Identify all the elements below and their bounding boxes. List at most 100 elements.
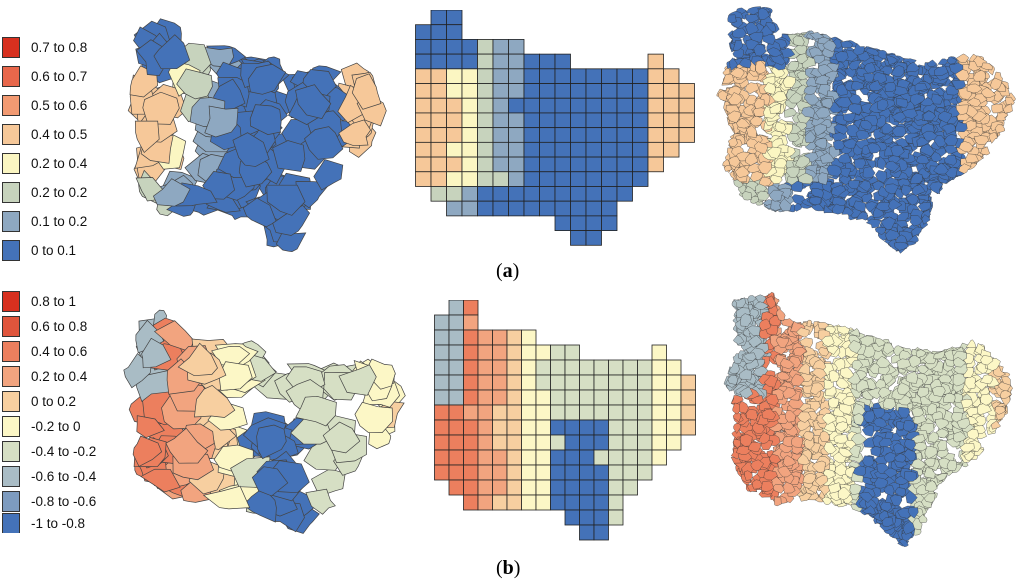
region-patch [980, 87, 997, 98]
region-patch [313, 159, 344, 191]
legend-item: 0.6 to 0.8 [0, 313, 87, 339]
grid-cell [463, 404, 479, 421]
grid-cell [608, 479, 624, 496]
grid-cell [632, 68, 649, 84]
grid-cell [430, 127, 447, 143]
grid-cell [593, 404, 609, 421]
region-patch [733, 297, 746, 308]
region-patch [833, 434, 848, 444]
region-patch [852, 42, 865, 56]
region-patch [953, 357, 967, 368]
legend-item: 0.6 to 0.7 [0, 63, 87, 89]
grid-cell [492, 112, 509, 129]
region-patch [750, 459, 764, 471]
map-a-communes [716, 6, 1016, 254]
region-patch [1001, 376, 1011, 386]
grid-cell [579, 449, 595, 466]
grid-cell [492, 156, 509, 173]
region-patch [796, 53, 808, 64]
grid-cell [461, 171, 478, 187]
grid-cell [521, 359, 537, 376]
region-patch [727, 110, 741, 124]
region-patch [753, 301, 769, 310]
grid-cell [461, 53, 478, 70]
region-patch [785, 166, 800, 178]
grid-cell [585, 68, 602, 84]
grid-cell [564, 509, 580, 526]
grid-cell [430, 112, 447, 129]
grid-cell [579, 494, 595, 511]
region-patch [862, 166, 876, 179]
region-patch [818, 346, 829, 357]
region-patch [856, 379, 869, 393]
grid-cell [554, 156, 571, 173]
region-patch [732, 40, 743, 51]
grid-cell [663, 127, 680, 143]
region-patch [889, 494, 903, 507]
grid-cell [570, 97, 587, 114]
region-patch [753, 44, 767, 57]
grid-cell [434, 359, 450, 376]
grid-cell [521, 449, 537, 466]
grid-cell [570, 171, 587, 187]
grid-cell [550, 359, 566, 376]
legend-label: 0.6 to 0.8 [31, 318, 88, 334]
grid-cell [608, 419, 624, 436]
grid-cell [585, 171, 602, 187]
region-patch [249, 104, 282, 135]
grid-cell [477, 200, 494, 217]
grid-cell [461, 141, 478, 158]
region-patch [141, 337, 172, 369]
grid-cell [632, 112, 649, 129]
grid-cell [477, 112, 494, 129]
grid-cell [680, 419, 696, 436]
grid-cell [539, 200, 556, 217]
region-patch [848, 328, 860, 337]
region-patch [806, 319, 812, 328]
grid-cell [539, 156, 556, 173]
region-patch [876, 355, 891, 368]
region-patch [966, 83, 983, 94]
region-patch [766, 146, 782, 159]
region-patch [338, 119, 372, 147]
grid-cell [523, 141, 540, 158]
grid-cell [446, 53, 463, 70]
grid-cell [579, 359, 595, 376]
grid-cell [523, 171, 540, 187]
grid-cell [608, 494, 624, 511]
grid-cell [434, 374, 450, 391]
grid-cell [608, 464, 624, 481]
grid-cell [535, 389, 551, 406]
region-patch [775, 308, 786, 322]
region-patch [724, 165, 732, 172]
region-patch [965, 153, 979, 164]
grid-cell [508, 200, 525, 217]
grid-cell [492, 419, 508, 436]
region-patch [823, 420, 837, 432]
grid-cell [608, 359, 624, 376]
grid-cell [448, 374, 464, 391]
grid-cell [446, 39, 463, 55]
grid-cell [508, 68, 525, 84]
grid-cell [448, 389, 464, 406]
legend-label: -1 to -0.8 [31, 515, 86, 531]
region-patch [916, 154, 930, 164]
grid-cell [678, 112, 695, 129]
grid-cell [506, 329, 522, 346]
grid-cell [463, 494, 479, 511]
region-patch [911, 226, 923, 237]
region-patch [865, 218, 882, 229]
grid-cell [554, 186, 571, 202]
grid-cell [564, 359, 580, 376]
region-patch [910, 458, 926, 469]
region-patch [755, 60, 767, 75]
region-patch [854, 158, 866, 170]
region-patch [956, 104, 969, 116]
legend-item: -0.4 to -0.2 [0, 438, 96, 464]
region-patch [881, 122, 895, 134]
legend-label: -0.8 to -0.6 [31, 493, 97, 509]
region-patch [897, 382, 911, 396]
region-patch [762, 34, 776, 45]
region-patch [839, 367, 855, 379]
grid-cell [477, 434, 493, 451]
